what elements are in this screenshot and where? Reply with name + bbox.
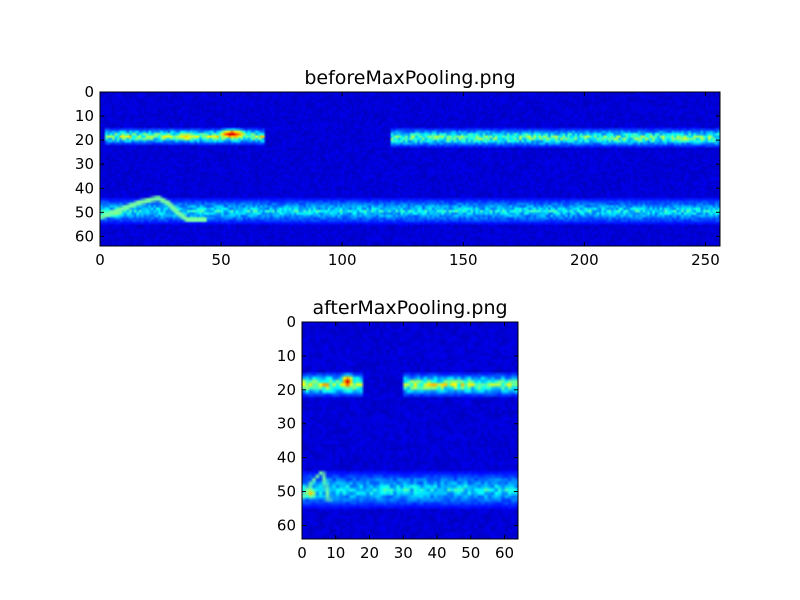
y-tick-label: 40 [75,179,94,197]
x-tick-label: 60 [495,544,514,562]
axis-ticks: 0 50 100 150 200 250 0 10 20 30 40 50 60 [75,83,720,269]
x-tick-label: 40 [427,544,446,562]
x-tick-label: 50 [461,544,480,562]
heatmap-image [100,92,720,246]
x-tick-label: 150 [449,251,478,269]
y-tick-label: 50 [277,483,296,501]
heatmap-image [302,322,518,539]
x-tick-label: 10 [326,544,345,562]
x-tick-label: 100 [328,251,357,269]
chart-title: afterMaxPooling.png [312,297,507,319]
x-tick-label: 0 [297,544,307,562]
x-tick-label: 250 [691,251,720,269]
chart-title: beforeMaxPooling.png [304,67,515,89]
chart-after-maxpooling: afterMaxPooling.png 0 10 20 30 40 50 600102030… [277,297,519,562]
y-tick-label: 30 [75,155,94,173]
y-tick-label: 30 [277,415,296,433]
y-tick-label: 20 [277,381,296,399]
y-tick-label: 50 [75,203,94,221]
x-tick-label: 0 [95,251,105,269]
y-tick-label: 0 [286,313,296,331]
y-tick-label: 10 [75,107,94,125]
x-tick-label: 30 [394,544,413,562]
plot-frame [99,91,721,247]
y-tick-label: 20 [75,131,94,149]
x-tick-label: 200 [570,251,599,269]
plot-frame [301,321,519,540]
x-tick-label: 50 [212,251,231,269]
y-tick-label: 40 [277,449,296,467]
y-tick-label: 60 [75,227,94,245]
y-tick-label: 10 [277,347,296,365]
chart-before-maxpooling: beforeMaxPooling.png 0 50 100 150 200 250 0 10 2… [75,67,721,269]
y-tick-label: 0 [84,83,94,101]
x-tick-label: 20 [360,544,379,562]
y-tick-label: 60 [277,516,296,534]
